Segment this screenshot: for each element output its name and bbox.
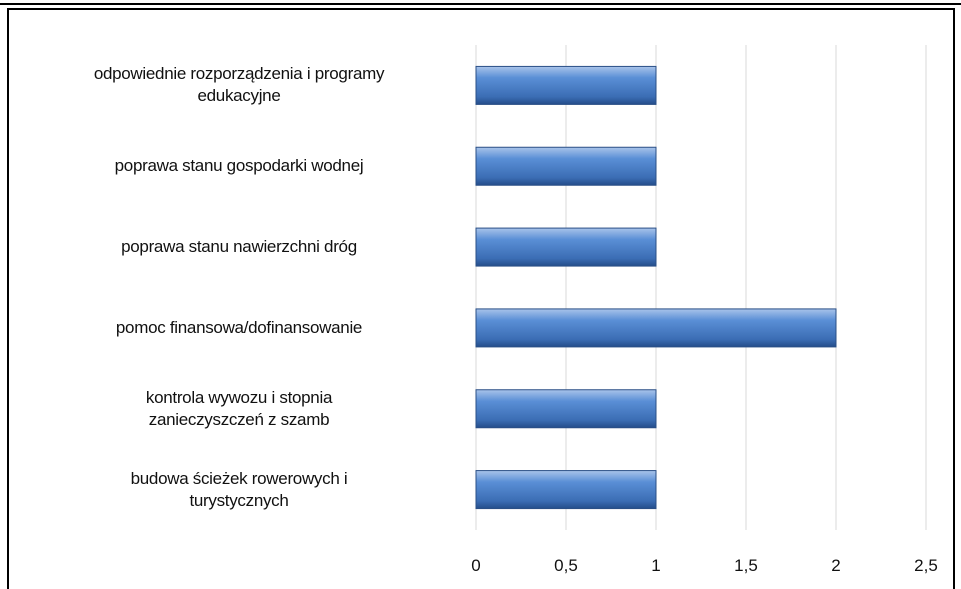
y-tick-label: kontrola wywozu i stopnia zanieczyszczeń… [145,387,333,429]
bar [475,308,837,348]
bar [475,146,657,186]
x-tick-label: 1,5 [734,556,758,575]
y-tick-label: odpowiednie rozporządzenia i programy ed… [93,64,385,106]
x-tick-label: 2,5 [914,556,938,575]
y-tick-label: budowa ścieżek rowerowych i turystycznyc… [130,468,348,510]
x-tick-label: 0 [471,556,480,575]
bar [475,389,657,429]
y-tick-label: poprawa stanu nawierzchni dróg [121,237,357,257]
bar [475,227,657,267]
x-tick-label: 2 [831,556,840,575]
x-tick-label: 1 [651,556,660,575]
x-tick-label: 0,5 [554,556,578,575]
y-tick-label: poprawa stanu gospodarki wodnej [114,156,364,176]
frame [7,8,955,589]
y-tick-label: pomoc finansowa/dofinansowanie [115,317,363,337]
bar [475,470,657,510]
bar [475,65,657,105]
